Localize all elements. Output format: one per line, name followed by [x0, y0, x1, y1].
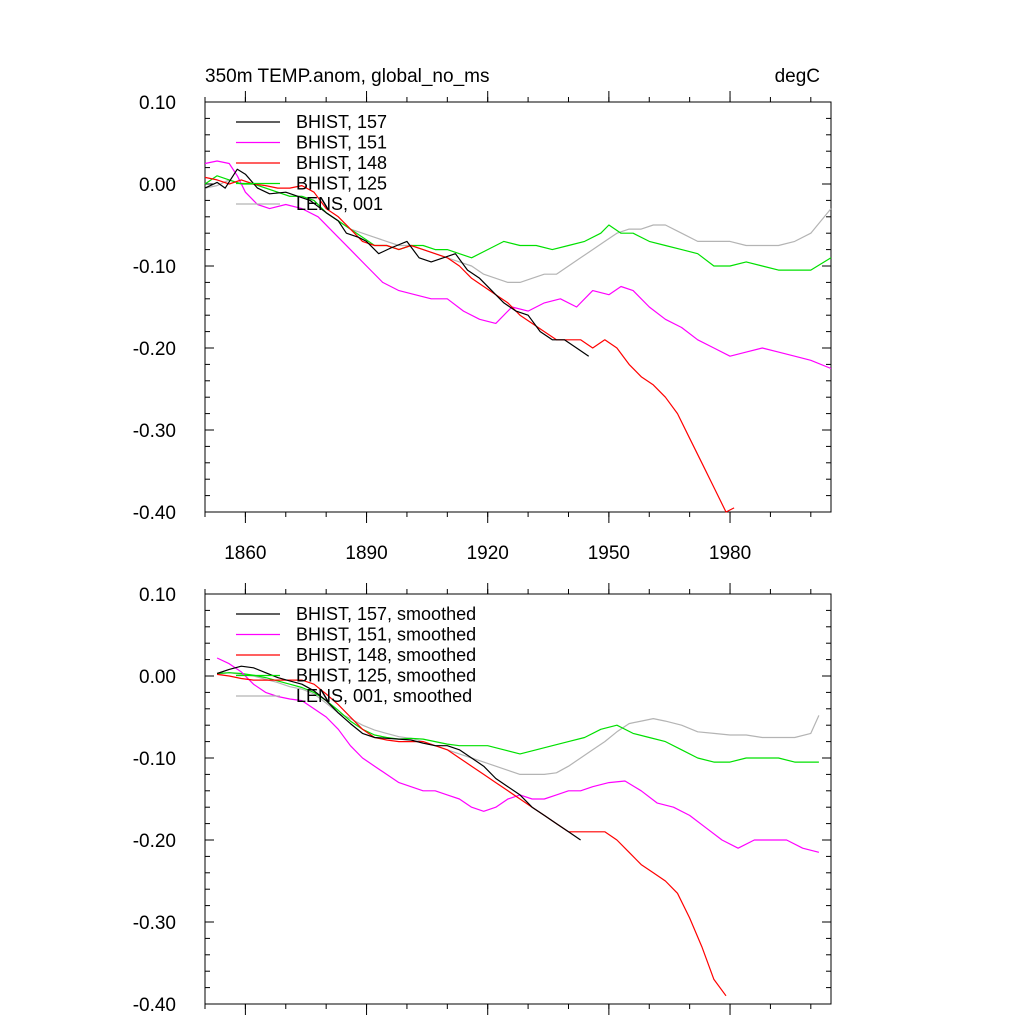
y-tick-label: -0.10: [133, 257, 176, 278]
top-panel-ticks: 0.10 0.00 -0.10 -0.20 -0.30 -0.40 1860 1890 1920…: [133, 91, 831, 564]
series-line: [204, 168, 590, 357]
y-tick-label: 0.00: [139, 667, 176, 688]
bottom-panel: 0.10 0.00 -0.10 -0.20 -0.30 -0.40 BHIST, 157,…: [133, 583, 832, 1016]
legend-label: BHIST, 157, smoothed: [296, 604, 476, 624]
y-tick-label: -0.10: [133, 749, 176, 770]
legend-label: BHIST, 125, smoothed: [296, 666, 476, 686]
series-line: [216, 665, 581, 841]
legend-label: LENS, 001, smoothed: [296, 686, 472, 706]
series-line: [204, 160, 832, 370]
legend-label: BHIST, 148, smoothed: [296, 645, 476, 665]
top-panel-units: degC: [775, 66, 820, 87]
top-panel: 350m TEMP.anom, global_no_ms degC 0.100.…: [133, 66, 832, 564]
legend-label: BHIST, 151: [296, 133, 387, 153]
y-tick-label: -0.30: [133, 913, 176, 934]
series-line: [216, 657, 820, 853]
y-tick-label: -0.20: [133, 831, 176, 852]
series-line: [204, 176, 735, 513]
y-tick-label: 0.10: [139, 585, 176, 606]
bottom-panel-frame: [204, 593, 832, 1005]
series-line: [217, 672, 820, 776]
top-panel-title: 350m TEMP.anom, global_no_ms: [205, 66, 489, 87]
bottom-panel-ticks: 0.10 0.00 -0.10 -0.20 -0.30 -0.40: [133, 583, 831, 1016]
y-tick-label: -0.20: [133, 339, 176, 360]
series-line: [217, 673, 727, 997]
y-tick-label: -0.30: [133, 421, 176, 442]
y-tick-label: 0.00: [139, 175, 176, 196]
top-panel-frame: [204, 101, 832, 513]
x-tick-label: 1890: [345, 543, 387, 564]
x-tick-label: 1920: [467, 543, 509, 564]
x-tick-label: 1860: [224, 543, 266, 564]
legend-label: BHIST, 157: [296, 112, 387, 132]
y-tick-label: -0.40: [133, 995, 176, 1016]
x-tick-label: 1980: [709, 543, 751, 564]
y-tick-label: 0.10: [139, 93, 176, 114]
legend-label: BHIST, 148: [296, 153, 387, 173]
y-tick-label: -0.40: [133, 503, 176, 524]
bottom-panel-series: [216, 657, 820, 997]
legend-label: BHIST, 151, smoothed: [296, 625, 476, 645]
top-panel-series: [204, 160, 832, 513]
series-line: [204, 175, 832, 271]
legend-label: LENS, 001: [296, 194, 383, 214]
x-tick-label: 1950: [588, 543, 630, 564]
series-line: [217, 672, 819, 763]
legend-label: BHIST, 125: [296, 174, 387, 194]
